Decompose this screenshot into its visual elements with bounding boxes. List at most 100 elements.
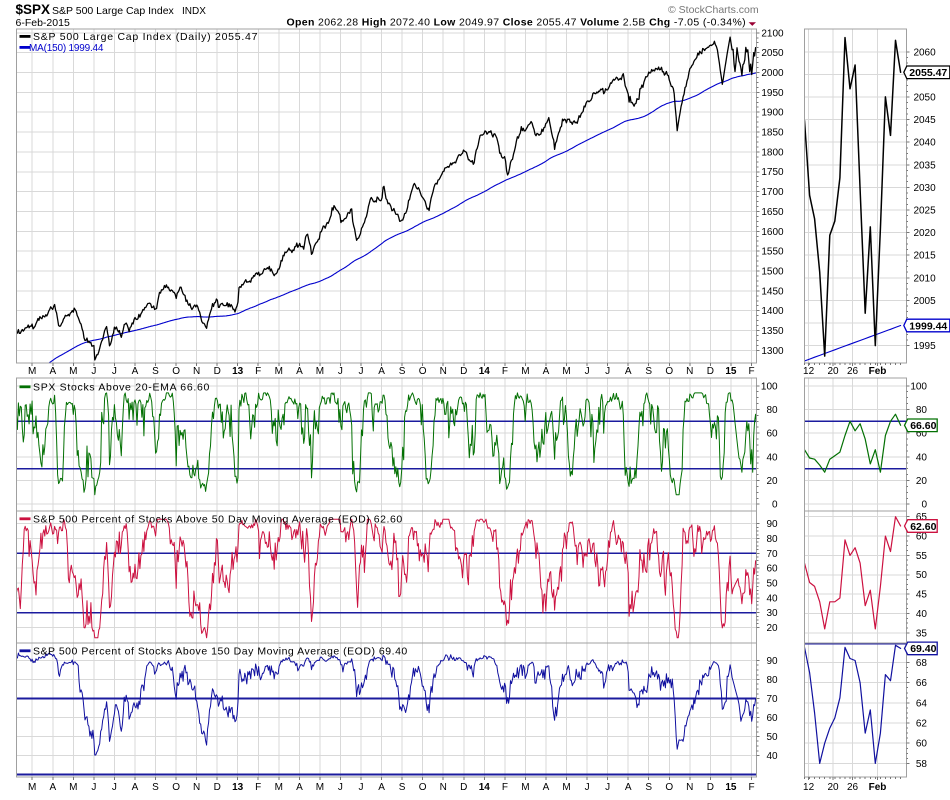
svg-text:13: 13 bbox=[232, 366, 244, 377]
svg-text:6-Feb-2015: 6-Feb-2015 bbox=[16, 17, 70, 29]
svg-text:40: 40 bbox=[766, 751, 778, 762]
svg-text:J: J bbox=[338, 782, 343, 793]
svg-text:14: 14 bbox=[479, 782, 491, 793]
svg-text:45: 45 bbox=[916, 590, 928, 601]
svg-text:1350: 1350 bbox=[761, 326, 784, 337]
svg-text:1600: 1600 bbox=[761, 227, 784, 238]
svg-text:55: 55 bbox=[916, 551, 928, 562]
svg-text:40: 40 bbox=[916, 609, 928, 620]
svg-text:J: J bbox=[91, 782, 96, 793]
svg-text:SPX Stocks Above 20-EMA 66.60: SPX Stocks Above 20-EMA 66.60 bbox=[33, 381, 210, 393]
svg-text:M: M bbox=[521, 366, 529, 377]
svg-text:2015: 2015 bbox=[913, 251, 936, 262]
svg-text:2025: 2025 bbox=[913, 206, 936, 217]
svg-text:1800: 1800 bbox=[761, 147, 784, 158]
svg-text:1750: 1750 bbox=[761, 167, 784, 178]
svg-text:20: 20 bbox=[766, 476, 778, 487]
svg-text:60: 60 bbox=[916, 532, 928, 543]
svg-text:A: A bbox=[378, 782, 385, 793]
svg-text:D: D bbox=[460, 782, 467, 793]
svg-text:2030: 2030 bbox=[913, 183, 936, 194]
svg-text:S&P 500 Percent of Stocks Abov: S&P 500 Percent of Stocks Above 50 Day M… bbox=[33, 513, 403, 525]
svg-text:D: D bbox=[707, 782, 714, 793]
svg-text:40: 40 bbox=[766, 452, 778, 463]
svg-text:65: 65 bbox=[916, 512, 928, 523]
svg-text:100: 100 bbox=[910, 381, 927, 392]
svg-text:20: 20 bbox=[916, 476, 928, 487]
svg-text:20: 20 bbox=[827, 782, 839, 793]
svg-text:N: N bbox=[686, 366, 693, 377]
svg-text:F: F bbox=[502, 366, 508, 377]
svg-text:N: N bbox=[440, 366, 447, 377]
svg-text:60: 60 bbox=[916, 739, 928, 750]
svg-text:M: M bbox=[28, 782, 36, 793]
svg-text:J: J bbox=[585, 782, 590, 793]
svg-text:12: 12 bbox=[803, 366, 815, 377]
svg-text:0: 0 bbox=[921, 500, 927, 511]
svg-text:S: S bbox=[399, 782, 406, 793]
svg-text:J: J bbox=[91, 366, 96, 377]
svg-text:80: 80 bbox=[916, 405, 928, 416]
svg-text:M: M bbox=[316, 782, 324, 793]
svg-text:D: D bbox=[214, 782, 221, 793]
svg-text:64: 64 bbox=[916, 698, 928, 709]
svg-text:O: O bbox=[665, 782, 673, 793]
svg-text:J: J bbox=[605, 366, 610, 377]
svg-text:A: A bbox=[49, 782, 56, 793]
svg-text:80: 80 bbox=[766, 534, 778, 545]
svg-text:70: 70 bbox=[766, 549, 778, 560]
svg-text:M: M bbox=[28, 366, 36, 377]
svg-text:1850: 1850 bbox=[761, 128, 784, 139]
svg-text:M: M bbox=[562, 782, 570, 793]
svg-text:F: F bbox=[748, 366, 754, 377]
svg-text:1500: 1500 bbox=[761, 267, 784, 278]
svg-text:2010: 2010 bbox=[913, 273, 936, 284]
svg-text:70: 70 bbox=[766, 694, 778, 705]
svg-text:J: J bbox=[359, 366, 364, 377]
svg-text:60: 60 bbox=[766, 564, 778, 575]
svg-text:Feb: Feb bbox=[869, 782, 887, 793]
svg-text:S: S bbox=[152, 366, 159, 377]
svg-text:A: A bbox=[132, 782, 139, 793]
svg-text:Feb: Feb bbox=[869, 366, 887, 377]
svg-text:60: 60 bbox=[766, 429, 778, 440]
svg-text:J: J bbox=[112, 782, 117, 793]
svg-text:1995: 1995 bbox=[913, 341, 936, 352]
svg-text:MA(150) 1999.44: MA(150) 1999.44 bbox=[29, 43, 104, 54]
svg-text:62.60: 62.60 bbox=[910, 521, 936, 533]
svg-text:80: 80 bbox=[766, 405, 778, 416]
svg-text:60: 60 bbox=[916, 429, 928, 440]
svg-text:N: N bbox=[686, 782, 693, 793]
svg-text:2040: 2040 bbox=[913, 138, 936, 149]
svg-text:1650: 1650 bbox=[761, 207, 784, 218]
svg-text:N: N bbox=[440, 782, 447, 793]
svg-text:INDX: INDX bbox=[182, 6, 206, 17]
svg-text:2000: 2000 bbox=[761, 68, 784, 79]
svg-text:M: M bbox=[69, 366, 77, 377]
svg-text:O: O bbox=[419, 782, 427, 793]
svg-text:1950: 1950 bbox=[761, 88, 784, 99]
svg-text:15: 15 bbox=[725, 782, 737, 793]
svg-text:20: 20 bbox=[827, 366, 839, 377]
svg-text:N: N bbox=[193, 366, 200, 377]
svg-text:S: S bbox=[645, 366, 652, 377]
svg-text:J: J bbox=[585, 366, 590, 377]
svg-text:M: M bbox=[69, 782, 77, 793]
svg-text:S: S bbox=[645, 782, 652, 793]
svg-text:J: J bbox=[338, 366, 343, 377]
svg-text:12: 12 bbox=[803, 782, 815, 793]
svg-text:2050: 2050 bbox=[761, 48, 784, 59]
svg-text:1400: 1400 bbox=[761, 306, 784, 317]
svg-text:M: M bbox=[275, 366, 283, 377]
svg-text:A: A bbox=[296, 782, 303, 793]
svg-text:2100: 2100 bbox=[761, 28, 784, 39]
svg-text:O: O bbox=[172, 366, 180, 377]
svg-text:A: A bbox=[543, 782, 550, 793]
svg-text:1700: 1700 bbox=[761, 187, 784, 198]
svg-text:D: D bbox=[214, 366, 221, 377]
svg-text:D: D bbox=[460, 366, 467, 377]
svg-text:40: 40 bbox=[916, 452, 928, 463]
svg-text:69.40: 69.40 bbox=[910, 643, 936, 655]
svg-text:2055.47: 2055.47 bbox=[909, 67, 947, 79]
svg-text:J: J bbox=[605, 782, 610, 793]
